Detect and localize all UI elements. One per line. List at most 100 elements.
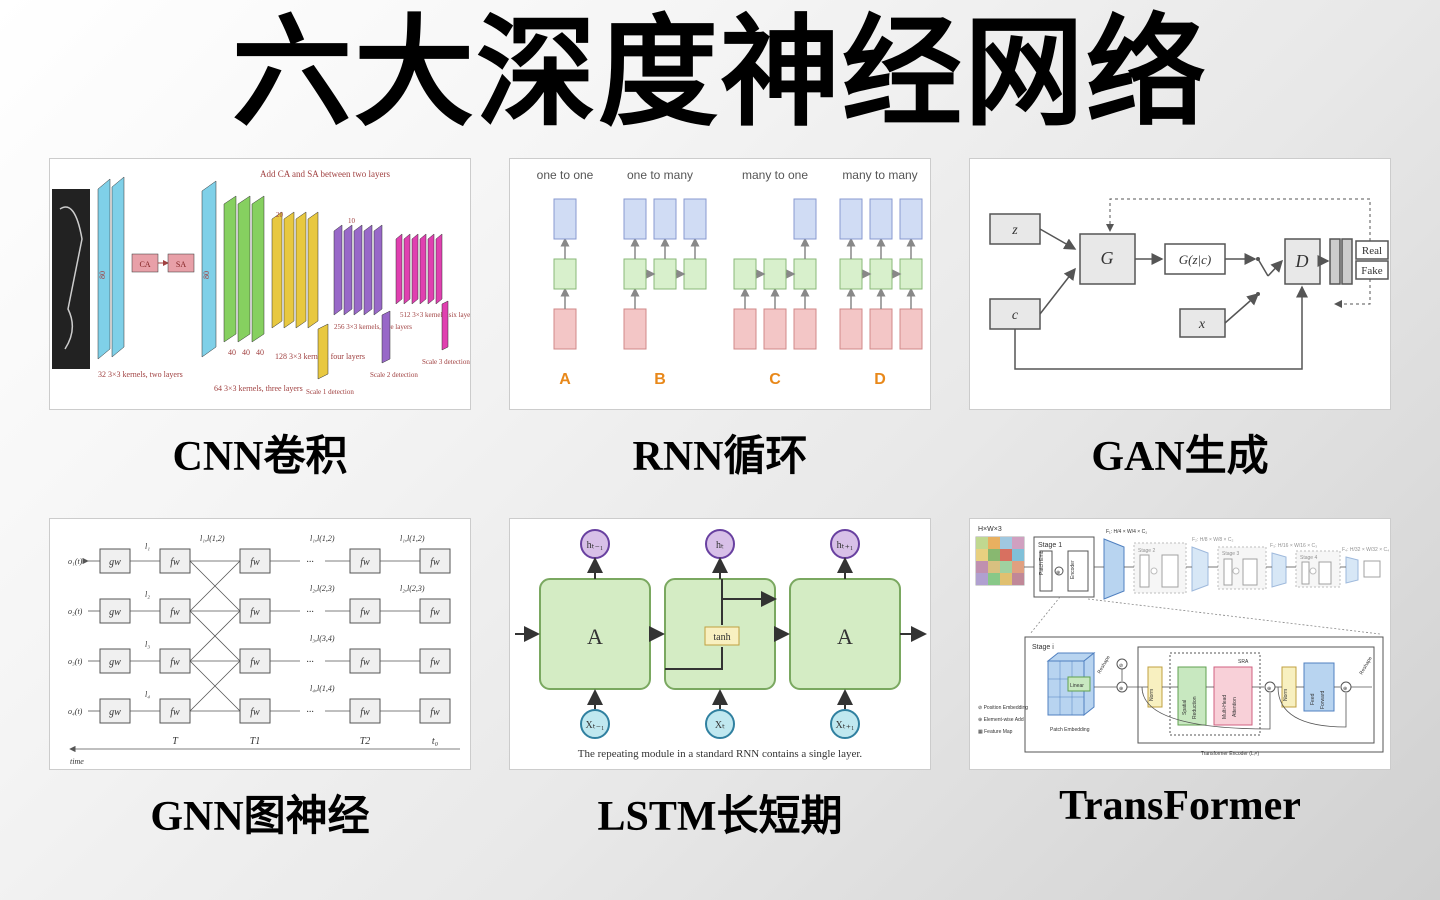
svg-text:···: ··· — [306, 657, 314, 668]
svg-text:80: 80 — [202, 271, 211, 279]
svg-text:Stage 2: Stage 2 — [1138, 548, 1155, 554]
svg-text:80: 80 — [98, 271, 107, 279]
svg-text:···: ··· — [306, 557, 314, 568]
caption-rnn: RNN循环 — [633, 422, 808, 483]
cnn-diagram: 80 32 3×3 kernels, two layers CA SA Add … — [50, 159, 470, 409]
svg-text:···: ··· — [306, 707, 314, 718]
caption-gan: GAN生成 — [1091, 422, 1268, 483]
svg-text:fw: fw — [170, 707, 180, 718]
panel-rnn: one to one A one to many — [509, 158, 931, 410]
svg-text:l₄,l(1,4): l₄,l(1,4) — [310, 684, 335, 693]
svg-text:40: 40 — [228, 348, 236, 357]
svg-text:T: T — [172, 736, 179, 747]
svg-text:A: A — [837, 624, 853, 649]
svg-text:A: A — [559, 371, 571, 388]
svg-text:H×W×3: H×W×3 — [978, 526, 1002, 533]
svg-text:D: D — [874, 371, 886, 388]
svg-text:l₃: l₃ — [145, 640, 150, 649]
page: 六大深度神经网络 80 32 3×3 kernels, two layers C… — [0, 0, 1440, 900]
svg-text:tanh: tanh — [713, 632, 730, 643]
svg-text:fw: fw — [360, 657, 370, 668]
caption-lstm: LSTM长短期 — [597, 782, 842, 843]
svg-text:fw: fw — [360, 707, 370, 718]
svg-text:Stage 4: Stage 4 — [1300, 555, 1317, 561]
svg-text:32 3×3 kernels, two layers: 32 3×3 kernels, two layers — [98, 370, 183, 379]
svg-text:Fake: Fake — [1361, 265, 1383, 277]
svg-text:Norm: Norm — [1283, 689, 1289, 701]
caption-gnn: GNN图神经 — [150, 782, 369, 843]
svg-text:Multi-Head: Multi-Head — [1222, 695, 1228, 719]
svg-text:fw: fw — [430, 607, 440, 618]
panel-lstm: A A tanh hₜ₋₁ hₜ hₜ₊₁ Xₜ₋₁ Xₜ Xₜ₊₁ — [509, 518, 931, 770]
svg-text:Xₜ₋₁: Xₜ₋₁ — [586, 720, 605, 731]
svg-text:gw: gw — [109, 707, 121, 718]
svg-text:⊘: ⊘ — [1119, 663, 1123, 669]
svg-text:▦ Feature Map: ▦ Feature Map — [978, 729, 1013, 735]
svg-text:fw: fw — [430, 657, 440, 668]
svg-text:⊕: ⊕ — [1267, 686, 1271, 692]
svg-text:Scale 1 detection: Scale 1 detection — [306, 388, 354, 396]
svg-text:l₂,l(2,3): l₂,l(2,3) — [400, 584, 425, 593]
svg-text:o₁(t): o₁(t) — [68, 557, 83, 566]
svg-text:⊕: ⊕ — [1343, 686, 1347, 692]
svg-text:T2: T2 — [360, 736, 371, 747]
svg-text:z: z — [1011, 223, 1018, 238]
svg-text:C: C — [769, 371, 781, 388]
svg-text:fw: fw — [250, 707, 260, 718]
svg-text:many to one: many to one — [742, 168, 808, 182]
cell-rnn: one to one A one to many — [500, 158, 940, 498]
svg-text:Xₜ: Xₜ — [715, 720, 725, 731]
svg-text:fw: fw — [360, 607, 370, 618]
svg-text:Stage 1: Stage 1 — [1038, 542, 1062, 549]
svg-text:t₀: t₀ — [432, 736, 439, 747]
svg-text:Feed: Feed — [1310, 693, 1316, 705]
svg-text:hₜ₊₁: hₜ₊₁ — [837, 540, 854, 551]
svg-text:256 3×3 kernels, five layers: 256 3×3 kernels, five layers — [334, 323, 412, 331]
svg-text:Patch Embedding: Patch Embedding — [1050, 727, 1090, 733]
svg-text:fw: fw — [360, 557, 370, 568]
svg-text:Scale 2 detection: Scale 2 detection — [370, 371, 418, 379]
svg-text:SA: SA — [176, 260, 186, 269]
svg-text:fw: fw — [250, 557, 260, 568]
svg-text:⊕ Element-wise Add: ⊕ Element-wise Add — [978, 717, 1024, 723]
svg-text:l₁,l(1,2): l₁,l(1,2) — [200, 534, 225, 543]
svg-text:gw: gw — [109, 557, 121, 568]
svg-text:o₃(t): o₃(t) — [68, 657, 83, 666]
page-title: 六大深度神经网络 — [232, 8, 1208, 140]
svg-text:Patch Emb: Patch Emb — [1039, 550, 1045, 575]
lstm-diagram: A A tanh hₜ₋₁ hₜ hₜ₊₁ Xₜ₋₁ Xₜ Xₜ₊₁ — [510, 519, 930, 769]
svg-text:l₃,l(3,4): l₃,l(3,4) — [310, 634, 335, 643]
svg-text:64 3×3 kernels, three layers: 64 3×3 kernels, three layers — [214, 384, 303, 393]
svg-text:Add CA and SA between two laye: Add CA and SA between two layers — [260, 169, 390, 179]
svg-text:A: A — [587, 624, 603, 649]
svg-text:fw: fw — [170, 557, 180, 568]
svg-text:···: ··· — [306, 607, 314, 618]
cell-gan: z c G G(z|c) x D — [960, 158, 1400, 498]
svg-text:l₄: l₄ — [145, 690, 150, 699]
svg-text:gw: gw — [109, 657, 121, 668]
svg-text:SRA: SRA — [1238, 659, 1249, 665]
svg-text:gw: gw — [109, 607, 121, 618]
svg-text:one to many: one to many — [627, 168, 693, 182]
cell-lstm: A A tanh hₜ₋₁ hₜ hₜ₊₁ Xₜ₋₁ Xₜ Xₜ₊₁ — [500, 518, 940, 858]
svg-text:fw: fw — [250, 657, 260, 668]
svg-text:l₁,l(1,2): l₁,l(1,2) — [400, 534, 425, 543]
svg-text:Scale 3 detection: Scale 3 detection — [422, 358, 470, 366]
cell-transformer: H×W×3 — [960, 518, 1400, 858]
svg-text:l₂,l(2,3): l₂,l(2,3) — [310, 584, 335, 593]
svg-text:B: B — [654, 371, 666, 388]
caption-transformer: TransFormer — [1059, 782, 1301, 830]
svg-text:⊕: ⊕ — [1056, 570, 1060, 576]
svg-text:⊘ Position Embedding: ⊘ Position Embedding — [978, 705, 1028, 711]
svg-text:x: x — [1198, 317, 1206, 332]
panel-grid: 80 32 3×3 kernels, two layers C A SA Add … — [40, 158, 1400, 858]
svg-text:time: time — [70, 757, 84, 766]
svg-text:Attention: Attention — [1232, 697, 1238, 717]
svg-text:F₁: H/4 × W/4 × C₁: F₁: H/4 × W/4 × C₁ — [1106, 529, 1147, 535]
svg-text:o₄(t): o₄(t) — [68, 707, 83, 716]
gan-diagram: z c G G(z|c) x D — [970, 159, 1390, 409]
svg-text:40: 40 — [242, 348, 250, 357]
svg-text:fw: fw — [170, 607, 180, 618]
svg-text:o₂(t): o₂(t) — [68, 607, 83, 616]
svg-text:l₂: l₂ — [145, 590, 150, 599]
